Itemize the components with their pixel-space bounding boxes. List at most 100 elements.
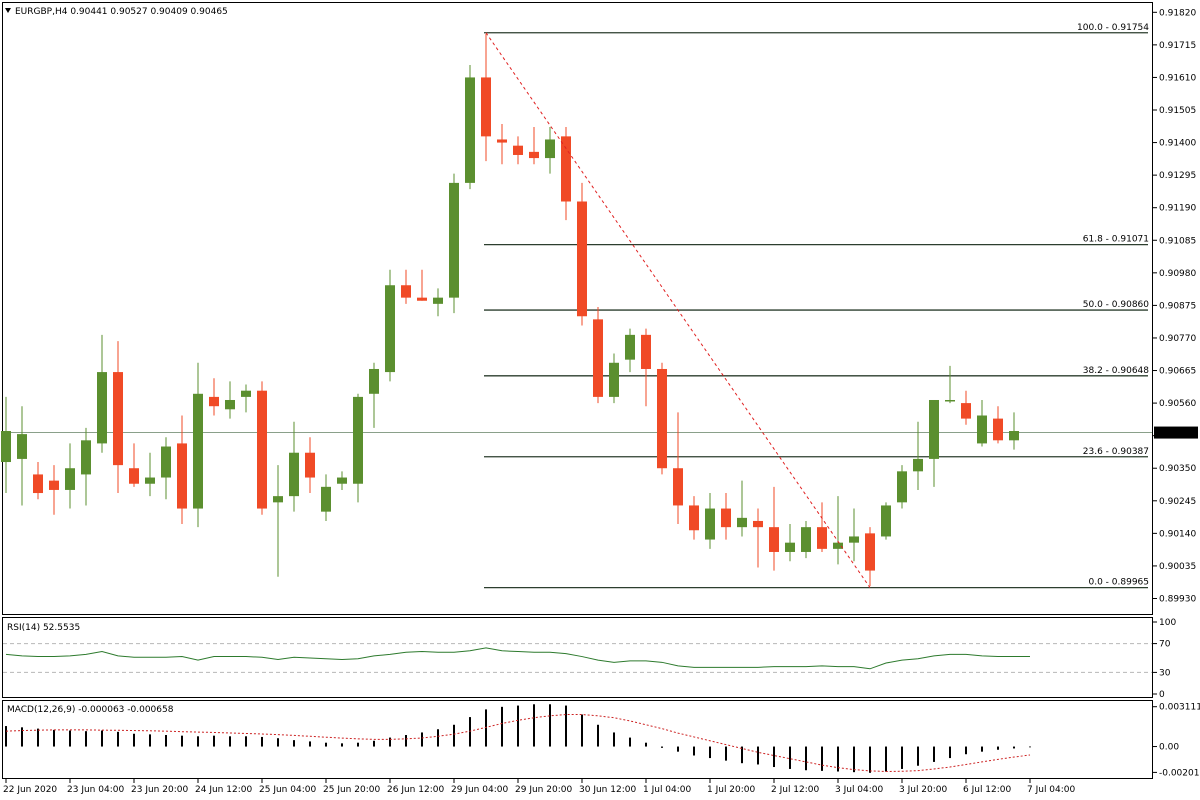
candle-body — [865, 533, 875, 571]
candle-body — [737, 517, 747, 528]
candle-body — [113, 372, 123, 466]
fib-level-label: 61.8 - 0.91071 — [1083, 235, 1149, 245]
rsi-tick-label: 70 — [1159, 640, 1171, 650]
rsi-indicator: 100 70 30 0 — [3, 618, 1176, 700]
time-axis: 22 Jun 2020 23 Jun 04:00 23 Jun 20:00 24 Ju… — [3, 779, 1076, 795]
candle-body — [481, 77, 491, 137]
time-tick-label: 7 Jul 04:00 — [1027, 785, 1076, 795]
macd-title: MACD(12,26,9) -0.000063 -0.000658 — [7, 705, 174, 715]
fib-level-label: 50.0 - 0.90860 — [1083, 300, 1149, 310]
time-tick-label: 30 Jun 12:00 — [579, 785, 636, 795]
time-tick-label: 23 Jun 04:00 — [67, 785, 124, 795]
time-tick-label: 22 Jun 2020 — [3, 785, 57, 795]
price-tick-label: 0.91190 — [1159, 204, 1196, 214]
time-tick-label: 1 Jul 04:00 — [643, 785, 692, 795]
triangle-down-icon[interactable] — [5, 8, 11, 13]
candle-body — [449, 182, 459, 298]
candle-body — [705, 508, 715, 540]
candle-body — [465, 77, 475, 183]
candle-body — [785, 542, 795, 552]
candle-body — [417, 297, 427, 301]
candle-body — [817, 527, 827, 549]
candle-body — [385, 285, 395, 373]
candle-body — [849, 536, 859, 543]
candle-body — [513, 145, 523, 155]
macd-indicator: 0.003111 0.00 -0.002018 — [5, 703, 1200, 778]
macd-tick-label: 0.003111 — [1159, 703, 1200, 713]
fib-level-label: 38.2 - 0.90648 — [1083, 366, 1149, 376]
candle-body — [401, 285, 411, 298]
candle-body — [321, 486, 331, 512]
candle-body — [177, 443, 187, 509]
macd-tick-label: 0.00 — [1159, 743, 1179, 753]
rsi-tick-label: 0 — [1159, 690, 1165, 700]
candle-body — [1, 431, 11, 463]
candle-body — [913, 458, 923, 472]
time-tick-label: 25 Jun 04:00 — [259, 785, 316, 795]
time-tick-label: 1 Jul 20:00 — [707, 785, 756, 795]
candle-body — [353, 396, 363, 484]
candle-body — [753, 520, 763, 528]
fib-trendline — [485, 32, 871, 588]
candle-body — [529, 151, 539, 159]
candle-body — [257, 390, 267, 509]
candle-body — [1009, 431, 1019, 441]
price-tick-label: 0.90560 — [1159, 399, 1196, 409]
candles — [1, 34, 1019, 587]
fib-level-label: 100.0 - 0.91754 — [1077, 23, 1149, 33]
candle-body — [977, 415, 987, 444]
candle-body — [897, 471, 907, 503]
macd-signal-line — [5, 714, 1031, 773]
candle-body — [769, 527, 779, 552]
time-tick-label: 26 Jun 12:00 — [387, 785, 444, 795]
candle-body — [209, 396, 219, 407]
candle-body — [305, 452, 315, 478]
fib-level-label: 0.0 - 0.89965 — [1089, 578, 1150, 588]
candle-body — [689, 505, 699, 531]
candle-body — [433, 297, 443, 304]
candle-body — [193, 393, 203, 509]
candle-body — [369, 368, 379, 394]
candle-body — [49, 480, 59, 490]
candle-body — [801, 527, 811, 552]
price-tick-label: 0.90875 — [1159, 301, 1196, 311]
price-tick-label: 0.91820 — [1159, 8, 1196, 18]
rsi-line — [5, 647, 1030, 670]
rsi-panel-frame — [2, 617, 1153, 698]
time-tick-label: 29 Jun 04:00 — [451, 785, 508, 795]
symbol-info: EURGBP,H4 0.90441 0.90527 0.90409 0.9046… — [15, 7, 228, 17]
candle-body — [929, 399, 939, 459]
rsi-title: RSI(14) 52.5535 — [7, 623, 80, 633]
candle-body — [273, 496, 283, 503]
candle-body — [81, 440, 91, 475]
price-tick-label: 0.91295 — [1159, 171, 1196, 181]
candle-body — [33, 474, 43, 494]
time-tick-label: 3 Jul 20:00 — [899, 785, 948, 795]
price-tick-label: 0.91400 — [1159, 139, 1196, 149]
price-tick-label: 0.91610 — [1159, 73, 1196, 83]
time-tick-label: 25 Jun 20:00 — [323, 785, 380, 795]
macd-tick-label: -0.002018 — [1159, 768, 1200, 778]
price-tick-label: 0.89930 — [1159, 594, 1196, 604]
candle-body — [577, 201, 587, 317]
price-tick-label: 0.90350 — [1159, 464, 1196, 474]
candle-body — [833, 542, 843, 549]
price-tick-label: 0.90035 — [1159, 562, 1196, 572]
candle-body — [289, 452, 299, 497]
candle-body — [561, 136, 571, 202]
candle-body — [993, 418, 1003, 441]
current-price-badge — [1154, 426, 1198, 439]
rsi-tick-label: 100 — [1159, 618, 1176, 628]
candle-body — [337, 477, 347, 484]
candle-body — [593, 319, 603, 397]
time-tick-label: 3 Jul 04:00 — [835, 785, 884, 795]
price-tick-label: 0.90140 — [1159, 529, 1196, 539]
candle-body — [145, 477, 155, 484]
time-tick-label: 24 Jun 12:00 — [195, 785, 252, 795]
fib-level-label: 23.6 - 0.90387 — [1083, 447, 1149, 457]
price-tick-label: 0.91505 — [1159, 106, 1196, 116]
current-price-label: 0.90465 — [1159, 429, 1196, 439]
candle-body — [241, 390, 251, 397]
